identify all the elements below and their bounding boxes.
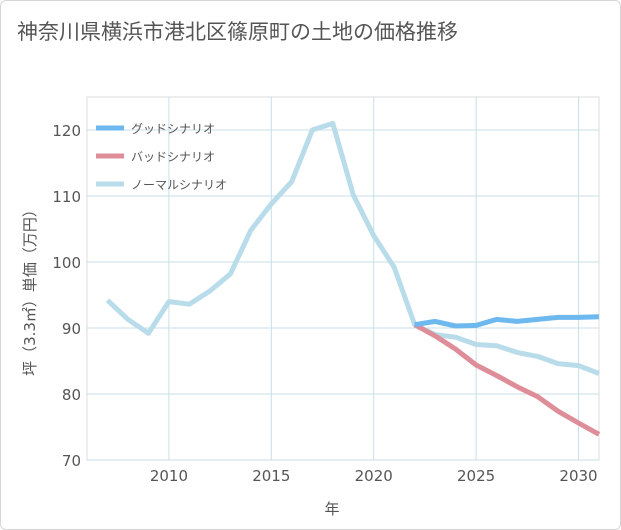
x-tick-label: 2025 [457, 467, 495, 485]
legend-label: グッドシナリオ [131, 122, 215, 136]
tick-labels: 70 80 90 100 110 120 2010 2015 2020 2025 2030 [52, 122, 597, 485]
y-tick-label: 120 [52, 122, 81, 140]
x-tick-label: 2015 [252, 467, 290, 485]
x-tick-label: 2010 [150, 467, 188, 485]
y-tick-label: 70 [62, 452, 81, 470]
series-line-2 [105, 120, 600, 376]
chart-title: 神奈川県横浜市港北区篠原町の土地の価格推移 [17, 20, 458, 44]
x-axis-title: 年 [324, 500, 339, 518]
legend-label: ノーマルシナリオ [131, 178, 227, 192]
legend-label: バッドシナリオ [131, 150, 215, 164]
x-tick-label: 2030 [559, 467, 597, 485]
y-tick-label: 90 [62, 320, 81, 338]
x-tick-label: 2020 [355, 467, 393, 485]
series-line-1 [413, 322, 601, 437]
grid-lines [86, 96, 600, 461]
series-line-0 [414, 314, 600, 329]
y-tick-label: 100 [52, 254, 81, 272]
y-tick-label: 80 [62, 386, 81, 404]
y-tick-label: 110 [52, 188, 81, 206]
series-lines [105, 120, 601, 437]
y-axis-title: 坪（3.3㎡）単価（万円） [21, 202, 39, 376]
